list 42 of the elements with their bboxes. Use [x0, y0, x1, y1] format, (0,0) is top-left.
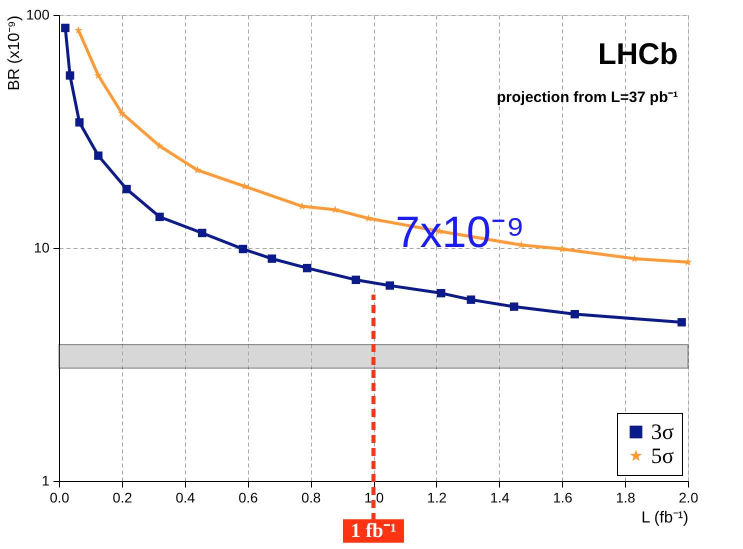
x-tick-label: 0.2	[112, 490, 132, 506]
point	[66, 71, 74, 80]
point	[238, 244, 248, 254]
point	[61, 24, 70, 32]
y-tick-label: 10	[34, 240, 50, 256]
y-tick-label: 100	[26, 6, 50, 22]
x-tick-label: 2.0	[678, 490, 698, 506]
x-tick-label: 0.4	[176, 490, 196, 506]
point	[122, 184, 131, 194]
point	[678, 318, 686, 326]
point	[94, 71, 102, 79]
legend-label: 5σ	[651, 443, 674, 468]
x-tick-label: 1.8	[616, 490, 636, 506]
legend-label: 3σ	[651, 419, 674, 444]
point	[436, 288, 446, 298]
x-tick-label: 1.0	[364, 490, 384, 506]
point	[570, 310, 579, 318]
point	[386, 281, 394, 290]
x-axis-title: L (fb⁻¹)	[641, 510, 688, 526]
point	[118, 108, 126, 117]
ref-line-label: 1 fb⁻¹	[350, 520, 396, 542]
x-tick-label: 0.0	[50, 490, 70, 506]
point	[74, 26, 82, 34]
point	[198, 228, 206, 238]
x-tick-label: 1.4	[490, 490, 510, 506]
annotation: LHCb	[598, 38, 678, 71]
point	[302, 264, 312, 272]
x-tick-label: 0.6	[238, 490, 258, 506]
point	[268, 254, 276, 263]
x-tick-label: 1.6	[552, 490, 573, 506]
point	[466, 296, 476, 304]
y-axis-title: BR (x10⁻⁹)	[6, 16, 24, 90]
point	[510, 302, 518, 311]
x-tick-label: 1.2	[427, 490, 447, 506]
y-tick-label: 1	[42, 472, 50, 488]
point	[352, 276, 360, 284]
point	[156, 142, 164, 150]
point	[75, 118, 84, 127]
x-tick-label: 0.8	[301, 490, 322, 506]
annotation: projection from L=37 pb⁻¹	[496, 89, 678, 106]
point	[155, 212, 164, 222]
point	[94, 152, 102, 160]
